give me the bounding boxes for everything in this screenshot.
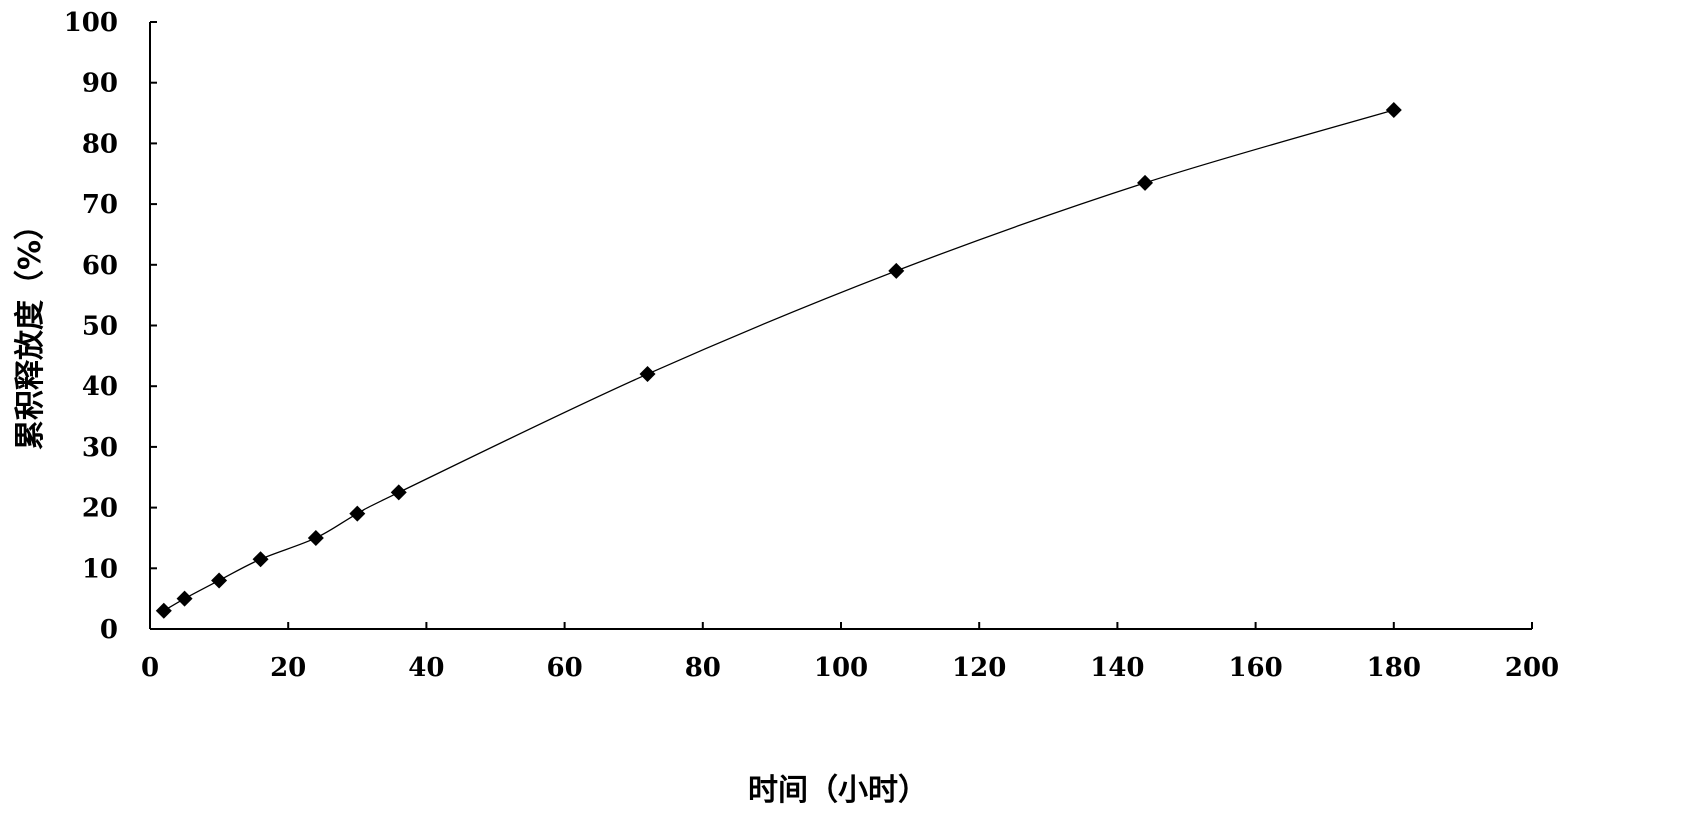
- y-axis-title: 累积释放度（%）: [13, 210, 48, 450]
- data-point-marker: [1137, 175, 1153, 191]
- y-tick-label: 10: [82, 554, 118, 584]
- x-tick-label: 40: [408, 653, 444, 683]
- x-tick-label: 200: [1505, 653, 1559, 683]
- y-tick-label: 30: [82, 433, 118, 463]
- y-tick-label: 20: [82, 494, 118, 524]
- data-point-marker: [253, 551, 269, 567]
- x-tick-label: 180: [1367, 653, 1421, 683]
- y-tick-label: 80: [82, 129, 118, 159]
- data-markers: [156, 102, 1402, 619]
- x-tick-label: 0: [141, 653, 159, 683]
- x-tick-label: 120: [952, 653, 1006, 683]
- x-tick-label: 140: [1090, 653, 1144, 683]
- data-point-marker: [391, 484, 407, 500]
- x-axis-title: 时间（小时）: [748, 773, 928, 808]
- y-tick-label: 70: [82, 190, 118, 220]
- data-point-marker: [308, 530, 324, 546]
- y-tick-label: 0: [100, 615, 118, 645]
- data-point-marker: [349, 506, 365, 522]
- x-tick-label: 100: [814, 653, 868, 683]
- y-tick-label: 40: [82, 372, 118, 402]
- y-tick-label: 50: [82, 312, 118, 342]
- data-point-marker: [888, 263, 904, 279]
- x-tick-label: 80: [685, 653, 721, 683]
- data-point-marker: [640, 366, 656, 382]
- data-point-marker: [211, 572, 227, 588]
- y-tick-label: 90: [82, 69, 118, 99]
- axes: [150, 22, 1532, 629]
- y-tick-label: 60: [82, 251, 118, 281]
- y-tick-label: 100: [64, 8, 118, 38]
- y-ticks: 0 10 20 30 40 50 60 70 80 90 100: [64, 8, 157, 645]
- data-point-marker: [177, 591, 193, 607]
- data-point-marker: [156, 603, 172, 619]
- x-tick-label: 20: [270, 653, 306, 683]
- data-point-marker: [1386, 102, 1402, 118]
- x-tick-label: 160: [1228, 653, 1282, 683]
- x-tick-label: 60: [547, 653, 583, 683]
- series-line: [164, 110, 1394, 611]
- x-ticks: 0 20 40 60 80 100 120 140 160 180 200: [141, 622, 1559, 683]
